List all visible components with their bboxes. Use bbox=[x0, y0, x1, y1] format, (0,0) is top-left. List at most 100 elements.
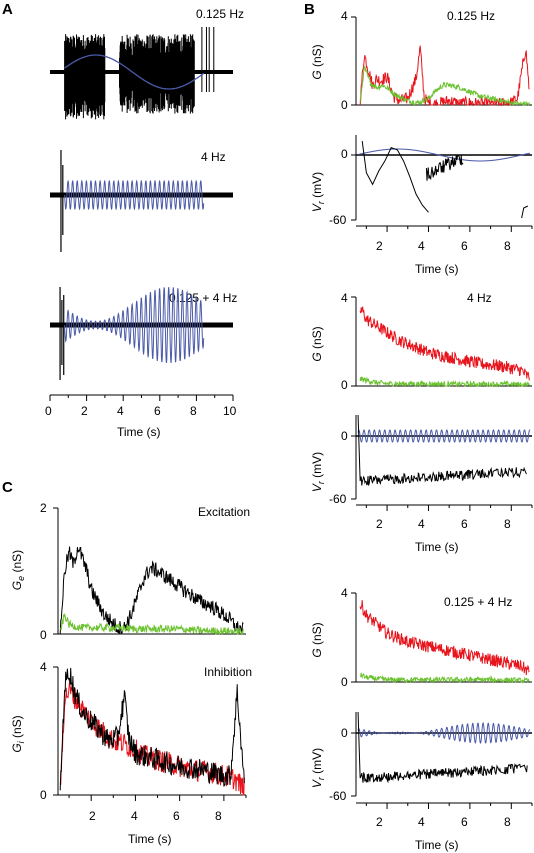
a-tick-10: 10 bbox=[223, 404, 237, 418]
b3-xtick-8: 8 bbox=[504, 815, 511, 829]
b2-vr-stimulus bbox=[357, 429, 531, 443]
c-title-inhibition: Inhibition bbox=[204, 665, 252, 679]
b1-xlabel: Time (s) bbox=[415, 262, 459, 276]
b3-bot-tick-m60: -60 bbox=[329, 789, 347, 803]
b3-xtick-2: 2 bbox=[376, 815, 383, 829]
b1-xtick-4: 4 bbox=[418, 239, 425, 253]
b2-bot-ylabel: Vr (mV) bbox=[310, 452, 326, 492]
b2-xtick-8: 8 bbox=[504, 517, 511, 531]
a1-spikes bbox=[64, 27, 215, 120]
svg-text:Vr (mV): Vr (mV) bbox=[310, 452, 326, 492]
b1-green-conductance bbox=[359, 65, 530, 107]
a-tick-8: 8 bbox=[190, 404, 197, 418]
svg-text:G (nS): G (nS) bbox=[310, 622, 324, 657]
b2-xlabel: Time (s) bbox=[415, 540, 459, 554]
a-tick-6: 6 bbox=[154, 404, 161, 418]
panel-b: 4 0 0 -60 0.125 Hz 4 0 0 -60 4 Hz 4 0 0 … bbox=[310, 9, 533, 852]
b1-x-ticks: 2 4 6 8 bbox=[376, 239, 511, 253]
svg-text:Gi (nS): Gi (nS) bbox=[10, 715, 26, 752]
c-top-ylabel: Ge (nS) bbox=[10, 550, 26, 590]
a3-onset-spikes bbox=[59, 287, 65, 380]
a-x-axis bbox=[49, 394, 234, 401]
b1-bot-tick-0: 0 bbox=[341, 147, 348, 161]
b1-title: 0.125 Hz bbox=[447, 9, 495, 23]
b1-top-tick-0: 0 bbox=[341, 98, 348, 112]
b1-vr-trace bbox=[361, 141, 529, 219]
b1-xtick-6: 6 bbox=[461, 239, 468, 253]
b3-xtick-4: 4 bbox=[418, 815, 425, 829]
b2-red-conductance bbox=[359, 306, 530, 381]
b2-xtick-2: 2 bbox=[376, 517, 383, 531]
a-tick-0: 0 bbox=[45, 404, 52, 418]
b2-vr-trace bbox=[357, 414, 527, 486]
svg-text:Vr (mV): Vr (mV) bbox=[310, 748, 326, 788]
a-xlabel: Time (s) bbox=[117, 425, 161, 439]
b3-xlabel: Time (s) bbox=[415, 838, 459, 852]
panel-letter-c: C bbox=[2, 479, 13, 496]
b3-bot-ylabel: Vr (mV) bbox=[310, 748, 326, 788]
b3-top-tick-0: 0 bbox=[341, 675, 348, 689]
b2-x-ticks: 2 4 6 8 bbox=[376, 517, 511, 531]
b1-bot-tick-m60: -60 bbox=[329, 213, 347, 227]
a1-stimulus bbox=[64, 54, 205, 90]
c-inhibition-black bbox=[59, 667, 245, 791]
b3-green-conductance bbox=[360, 672, 530, 684]
b1-xtick-2: 2 bbox=[376, 239, 383, 253]
b3-bot-tick-0: 0 bbox=[341, 726, 348, 740]
c-xtick-2: 2 bbox=[89, 809, 96, 823]
svg-text:Ge (nS): Ge (nS) bbox=[10, 550, 26, 590]
c-top-tick-2: 2 bbox=[40, 501, 47, 515]
b1-vr-stimulus bbox=[358, 148, 531, 162]
b3-top-ylabel: G (nS) bbox=[310, 622, 324, 657]
b2-top-ylabel: G (nS) bbox=[310, 326, 324, 361]
c-xtick-4: 4 bbox=[131, 809, 138, 823]
panel-letter-b: B bbox=[304, 1, 315, 18]
a-trace3-label: 0.125 + 4 Hz bbox=[169, 291, 237, 305]
b1-top-tick-4: 4 bbox=[341, 9, 348, 23]
c-top-tick-0: 0 bbox=[40, 628, 47, 642]
a-trace2-label: 4 Hz bbox=[201, 150, 226, 164]
panel-a: 0.125 Hz 4 Hz 0.125 + 4 Hz 0 2 4 6 8 10 … bbox=[45, 7, 244, 439]
b3-title: 0.125 + 4 Hz bbox=[444, 595, 512, 609]
svg-text:G (nS): G (nS) bbox=[310, 44, 324, 79]
c-x-ticks: 2 4 6 8 bbox=[89, 809, 222, 823]
b3-red-conductance bbox=[359, 600, 530, 676]
c-xlabel: Time (s) bbox=[128, 832, 172, 846]
b3-vr-stimulus bbox=[357, 722, 531, 744]
a-tick-4: 4 bbox=[117, 404, 124, 418]
c-bot-tick-0: 0 bbox=[40, 788, 47, 802]
b2-bot-tick-m60: -60 bbox=[329, 492, 347, 506]
a2-stimulus bbox=[64, 179, 205, 211]
panel-letter-a: A bbox=[2, 1, 13, 18]
c-xtick-6: 6 bbox=[173, 809, 180, 823]
b1-top-ylabel: G (nS) bbox=[310, 44, 324, 79]
a-trace1-label: 0.125 Hz bbox=[196, 7, 244, 21]
b2-green-conductance bbox=[359, 376, 530, 388]
b2-title: 4 Hz bbox=[467, 291, 492, 305]
b3-top-tick-4: 4 bbox=[341, 586, 348, 600]
svg-text:Vr (mV): Vr (mV) bbox=[310, 172, 326, 212]
c-excitation-green bbox=[59, 612, 244, 636]
b3-xtick-6: 6 bbox=[461, 815, 468, 829]
b2-xtick-6: 6 bbox=[461, 517, 468, 531]
c-title-excitation: Excitation bbox=[198, 505, 250, 519]
b2-xtick-4: 4 bbox=[418, 517, 425, 531]
b2-bot-tick-0: 0 bbox=[341, 429, 348, 443]
b3-x-ticks: 2 4 6 8 bbox=[376, 815, 511, 829]
c-bot-tick-4: 4 bbox=[40, 660, 47, 674]
a2-onset-spikes bbox=[60, 150, 64, 252]
a-tick-2: 2 bbox=[81, 404, 88, 418]
c-bot-ylabel: Gi (nS) bbox=[10, 715, 26, 752]
b2-top-tick-0: 0 bbox=[341, 378, 348, 392]
b2-top-tick-4: 4 bbox=[341, 291, 348, 305]
a3-stimulus bbox=[64, 286, 205, 363]
b1-red-conductance bbox=[359, 45, 530, 107]
svg-text:G (nS): G (nS) bbox=[310, 326, 324, 361]
b1-bot-ylabel: Vr (mV) bbox=[310, 172, 326, 212]
c-xtick-8: 8 bbox=[215, 809, 222, 823]
c-excitation-black bbox=[59, 546, 244, 635]
b3-vr-trace bbox=[357, 711, 528, 784]
panel-c: 2 0 4 0 Excitation Inhibition 2 4 6 8 Ti… bbox=[10, 501, 252, 846]
b1-xtick-8: 8 bbox=[504, 239, 511, 253]
